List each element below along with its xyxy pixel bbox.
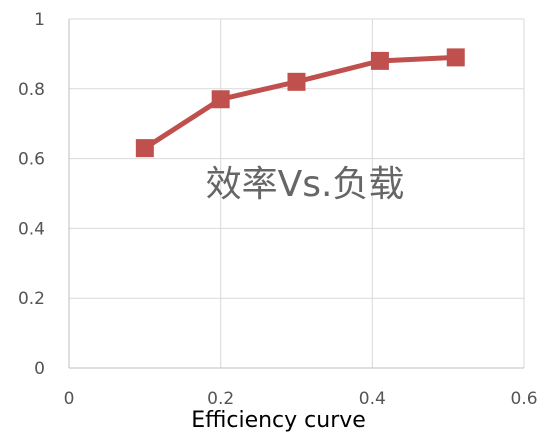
tick-labels: 0 0.2 0.4 0.6 0.8 1 0 0.2 0.4 0.6 [18, 10, 538, 409]
y-tick-label: 0 [34, 359, 45, 379]
figure-caption: Efficiency curve [191, 408, 366, 433]
series-group [135, 48, 465, 158]
y-tick-label: 0.6 [18, 150, 45, 170]
x-tick-label: 0.4 [359, 389, 386, 409]
series-line [142, 54, 459, 151]
y-tick-label: 0.2 [18, 289, 45, 309]
x-tick-label: 0 [64, 389, 75, 409]
y-tick-label: 1 [34, 10, 45, 30]
data-point-marker [287, 72, 306, 91]
x-tick-label: 0.2 [207, 389, 234, 409]
data-point-marker [135, 139, 154, 158]
grid-lines [69, 18, 525, 368]
y-tick-label: 0.4 [18, 219, 45, 239]
y-tick-label: 0.8 [18, 80, 45, 100]
data-point-marker [446, 48, 465, 67]
data-point-marker [370, 51, 389, 70]
x-tick-label: 0.6 [510, 389, 537, 409]
chart-title: 效率Vs.负载 [206, 164, 405, 205]
axes [68, 19, 524, 369]
data-point-marker [211, 90, 230, 109]
